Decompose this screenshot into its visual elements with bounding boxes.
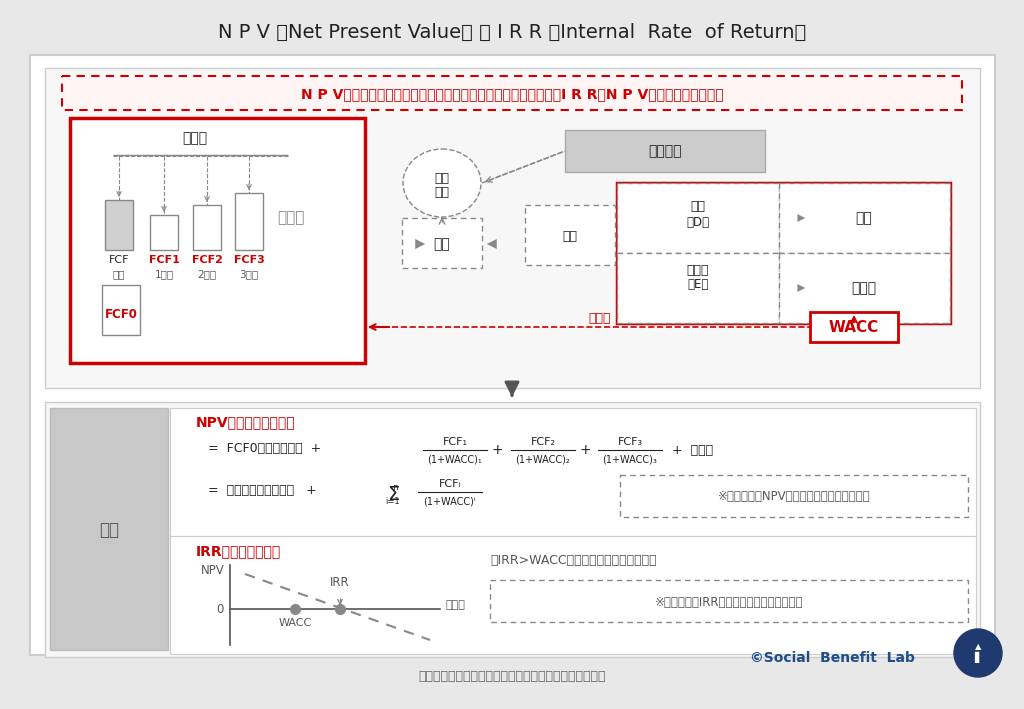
Bar [779,253,950,323]
Text: NPV（正味現在価値）: NPV（正味現在価値） [196,415,296,429]
Bar [45,68,980,388]
Text: IRR（内部収益率）: IRR（内部収益率） [196,544,282,558]
Bar [62,76,962,110]
Text: (1+WACC)ⁱ: (1+WACC)ⁱ [424,496,476,506]
Text: +  ・・・: + ・・・ [672,444,713,457]
Bar [617,253,779,323]
Bar [779,183,950,253]
Text: FCF₃: FCF₃ [617,437,643,447]
Bar [525,205,615,265]
Text: i=1: i=1 [386,498,400,506]
Text: Σ: Σ [387,486,399,505]
Text: ※エクセルのNPV関数で簡単に計算できます: ※エクセルのNPV関数で簡単に計算できます [718,491,870,503]
Text: =  投資額（マイナス）   +: = 投資額（マイナス） + [208,484,316,496]
Bar [170,408,976,536]
Text: 算式: 算式 [99,521,119,539]
Circle shape [954,629,1002,677]
Text: この画像を改変、転載する場合はお問い合わせください: この画像を改変、転載する場合はお問い合わせください [418,669,606,683]
Text: 割引率: 割引率 [446,601,466,610]
Bar [45,402,980,657]
Bar [50,408,168,650]
Bar [565,130,765,172]
Bar [490,580,968,622]
Bar [402,218,482,268]
Text: FCF₂: FCF₂ [530,437,555,447]
Text: 負債: 負債 [690,201,706,213]
Text: 投資家: 投資家 [851,281,877,295]
Bar [234,193,263,250]
Bar [30,55,995,655]
Text: 投資: 投資 [113,269,125,279]
Text: 事業: 事業 [433,237,451,251]
Bar [105,200,133,250]
Text: ▲: ▲ [975,642,981,652]
Text: 1年後: 1年後 [155,269,173,279]
Text: （D）: （D） [686,216,710,228]
Text: 目的: 目的 [434,186,450,199]
Text: IRR: IRR [330,576,350,589]
Text: ※エクセルのIRR関数で簡単に計算できます: ※エクセルのIRR関数で簡単に計算できます [654,596,803,608]
Bar [620,475,968,517]
Text: 0: 0 [217,603,224,616]
Text: ・・・: ・・・ [278,211,304,225]
Text: （E）: （E） [687,279,709,291]
Ellipse shape [403,149,481,217]
Text: FCF₁: FCF₁ [442,437,468,447]
Text: (1+WACC)₃: (1+WACC)₃ [602,454,657,464]
Text: +: + [580,443,591,457]
Bar [810,312,898,342]
Text: (1+WACC)₁: (1+WACC)₁ [428,454,482,464]
Text: WACC: WACC [279,618,311,628]
Text: (1+WACC)₂: (1+WACC)₂ [516,454,570,464]
Text: 純資本: 純資本 [687,264,710,277]
Bar [617,183,779,253]
Text: ▌: ▌ [974,652,982,663]
Bar [170,536,976,654]
Text: n: n [392,483,398,491]
Text: +: + [492,443,503,457]
Text: 割引率: 割引率 [589,311,611,325]
Bar [102,285,140,335]
Text: 「IRR>WACC」の場合は、投資に値する: 「IRR>WACC」の場合は、投資に値する [490,554,656,566]
Text: WACC: WACC [828,320,880,335]
Text: FCF2: FCF2 [191,255,222,265]
Text: 運用: 運用 [562,230,578,242]
Text: ©Social  Benefit  Lab: ©Social Benefit Lab [750,651,914,665]
Text: 割引く: 割引く [182,131,208,145]
Text: =  FCF0（マイナス）  +: = FCF0（マイナス） + [208,442,322,454]
Text: 2年後: 2年後 [198,269,216,279]
Text: N P Vは事業が生み出すキャッシュフローの現在価値の総和、　I R RはN P Vがゼロとなる割引率: N P Vは事業が生み出すキャッシュフローの現在価値の総和、 I R RはN P… [301,87,723,101]
Text: NPV: NPV [202,564,225,576]
Bar [70,118,365,363]
Text: 企業活動: 企業活動 [648,144,682,158]
Text: 3年後: 3年後 [240,269,259,279]
Text: FCF3: FCF3 [233,255,264,265]
Text: N P V （Net Present Value） と I R R （Internal  Rate  of Return）: N P V （Net Present Value） と I R R （Inter… [218,23,806,42]
Text: FCF1: FCF1 [148,255,179,265]
Text: 銀行: 銀行 [856,211,872,225]
Bar [193,205,221,250]
Text: FCF0: FCF0 [104,308,137,321]
Text: FCF: FCF [109,255,129,265]
Text: 企業: 企業 [434,172,450,186]
Text: FCFᵢ: FCFᵢ [438,479,461,489]
Bar [150,215,178,250]
Bar [617,183,950,323]
